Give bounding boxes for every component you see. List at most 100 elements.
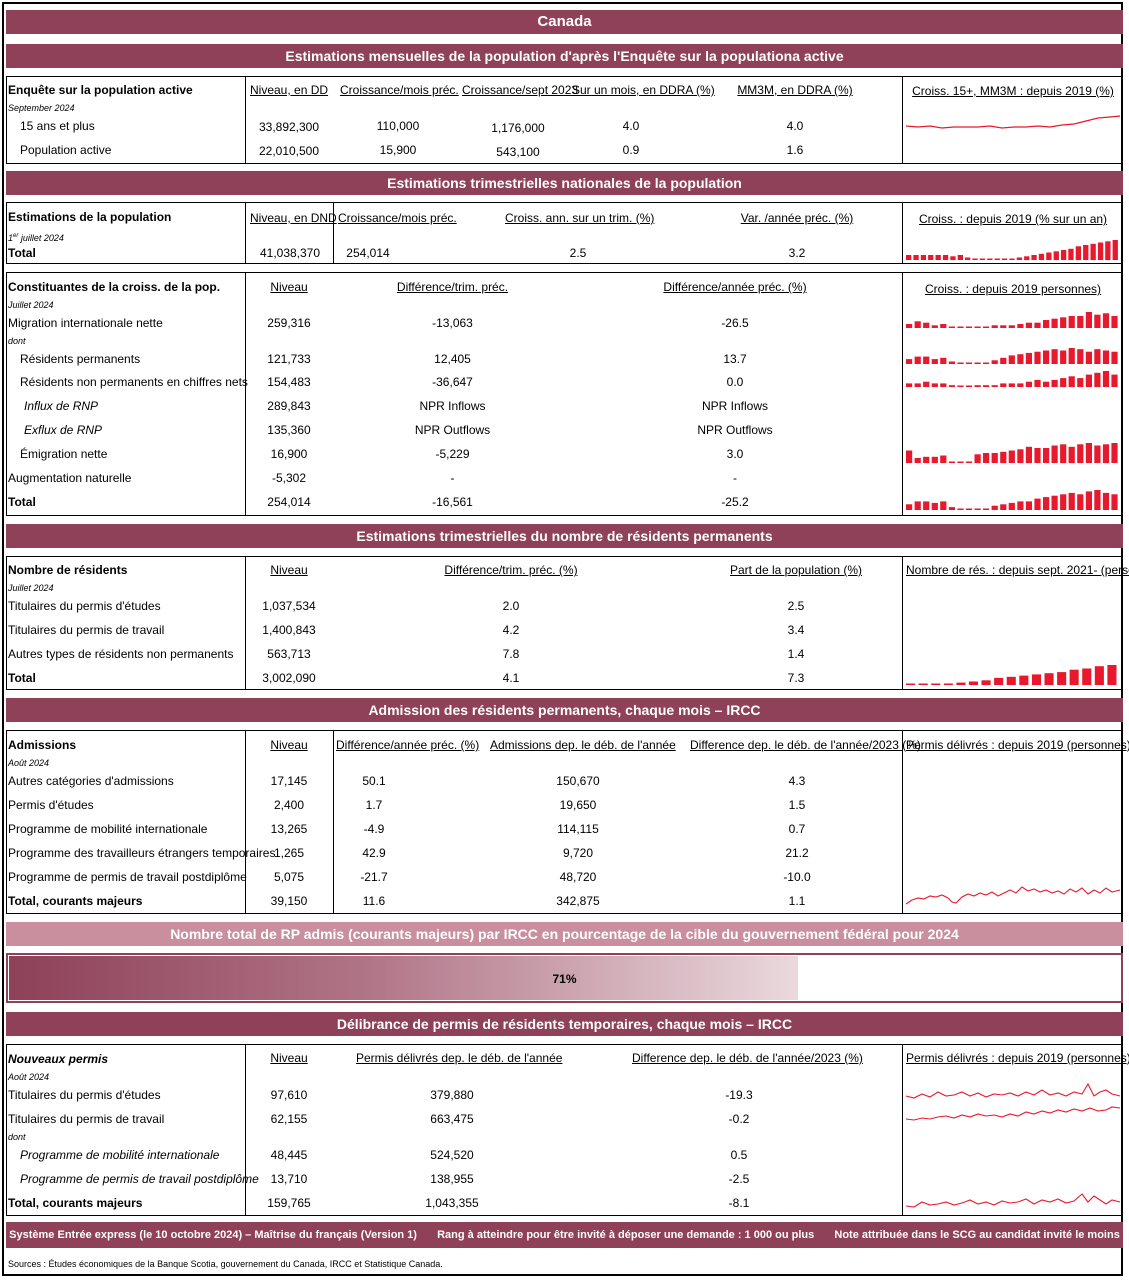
spark-bar [1000, 325, 1007, 328]
spark-bar [1111, 443, 1118, 463]
comp-date: Juillet 2024 [8, 300, 54, 310]
spark-bar [972, 258, 978, 260]
spark-bar [1008, 502, 1015, 510]
spark-bar [914, 356, 921, 364]
spark-bar [914, 321, 921, 328]
comp-row-value: NPR Outflows [697, 423, 773, 437]
spark-bar [1060, 444, 1067, 464]
spark-bar [987, 258, 993, 260]
spark-bar [913, 255, 919, 260]
spark-bar [1077, 378, 1084, 387]
pop-total-value: 254,014 [346, 246, 390, 260]
adm-row-value: 11.6 [362, 894, 386, 908]
section-npr-title: Estimations trimestrielles du nombre de … [6, 524, 1123, 548]
spark-bar [1102, 371, 1110, 387]
adm-row-value: 0.7 [788, 822, 806, 836]
adm-row-value: 2,400 [273, 798, 305, 812]
spark-bar [983, 385, 990, 387]
npr-header-2: Différence/trim. préc. (%) [444, 563, 578, 577]
npr-sparkbars [906, 665, 1117, 685]
spark-bar [906, 255, 912, 260]
npr-row-value: 1,037,534 [262, 599, 316, 613]
adm-row-value: -21.7 [360, 870, 388, 884]
spark-bar [1043, 497, 1050, 510]
spark-bar [1008, 383, 1015, 387]
tr-dont: dont [8, 1132, 26, 1142]
lfs-header-2: Croissance/mois préc. [340, 83, 459, 97]
comp-row-value: NPR Outflows [414, 423, 491, 437]
adm-row-value: 19,650 [559, 798, 597, 812]
pop-label: Estimations de la population [8, 210, 172, 224]
comp-row-value: -5,229 [435, 447, 470, 461]
comp-row-value: -16,561 [432, 495, 473, 509]
spark-bar [1019, 675, 1029, 685]
adm-row-value: 1.7 [365, 798, 383, 812]
tr-row-value: 62,155 [270, 1112, 308, 1126]
lfs-header-3: Croissance/sept 2023 [462, 83, 579, 97]
adm-label: Admissions [8, 738, 77, 752]
adm-header-2: Différence/année préc. (%) [336, 738, 480, 752]
spark-bar [1111, 351, 1118, 364]
spark-bar [974, 508, 981, 510]
spark-bar [991, 325, 998, 328]
comp-row-value: NPR Inflows [701, 399, 769, 413]
spark-bar [1051, 349, 1058, 364]
spark-bar [1068, 446, 1075, 464]
spark-bar [994, 258, 1000, 260]
tr-row-value: 13,710 [270, 1172, 308, 1186]
spark-bar [1060, 494, 1067, 510]
npr-row-value: 7.3 [787, 671, 805, 685]
spark-bar [1060, 350, 1067, 364]
spark-bar [1017, 449, 1024, 464]
comp-row-label: Émigration nette [20, 447, 108, 461]
spark-bar [1111, 316, 1118, 328]
spark-bar [1024, 256, 1030, 261]
comp-row-value: 12,405 [434, 352, 471, 366]
spark-bar [923, 501, 930, 510]
comp-row-label: Migration internationale nette [8, 316, 163, 330]
adm-row-value: 1.1 [788, 894, 806, 908]
spark-bar [948, 507, 955, 510]
spark-bar [906, 324, 913, 328]
spark-bar [1085, 443, 1092, 463]
spark-bar [1057, 672, 1067, 685]
spark-bar [1053, 251, 1059, 261]
comp-sparkbars-pr [906, 348, 1118, 364]
adm-date: Août 2024 [8, 758, 50, 768]
spark-bar [1094, 490, 1101, 510]
comp-header-1: Niveau [270, 280, 308, 294]
tr-sparkline-work [905, 1106, 1121, 1121]
tr-row-value: 159,765 [267, 1196, 311, 1210]
lfs-row-value: 110,000 [376, 119, 420, 133]
adm-row-label: Programme de permis de travail postdiplô… [8, 870, 247, 884]
tr-row-value: 97,610 [270, 1088, 308, 1102]
spark-bar [906, 504, 913, 510]
tr-sparkline-total [905, 1193, 1121, 1208]
spark-bar [914, 501, 921, 510]
spark-bar [1008, 325, 1015, 328]
spark-bar [1077, 316, 1084, 328]
npr-row-value: 2.0 [502, 599, 520, 613]
tr-header-3: Difference dep. le déb. de l'année/2023 … [632, 1051, 863, 1065]
spark-bar [1111, 374, 1118, 387]
spark-bar [965, 508, 973, 510]
spark-bar [928, 255, 934, 260]
comp-label: Constituantes de la croiss. de la pop. [8, 280, 221, 294]
tr-header-2: Permis délivrés dep. le déb. de l'année [356, 1051, 563, 1065]
spark-bar [965, 461, 973, 463]
pop-growth-sparkbars [906, 240, 1118, 261]
comp-row-value: -13,063 [432, 316, 473, 330]
spark-bar [1094, 372, 1101, 387]
comp-row-label: Résidents permanents [20, 352, 141, 366]
comp-dont: dont [8, 336, 26, 346]
adm-row-value: -4.9 [363, 822, 385, 836]
spark-bar [1043, 448, 1050, 463]
spark-bar [1075, 246, 1081, 261]
npr-row-label: Titulaires du permis d'études [8, 599, 161, 613]
spark-bar [974, 326, 981, 328]
spark-bar [920, 255, 927, 260]
tr-row-label: Titulaires du permis d'études [8, 1088, 161, 1102]
spark-bar [1000, 383, 1007, 387]
tr-row-value: 48,445 [270, 1148, 308, 1162]
tr-header-chart: Permis délivrés : depuis 2019 (personnes… [906, 1051, 1129, 1065]
